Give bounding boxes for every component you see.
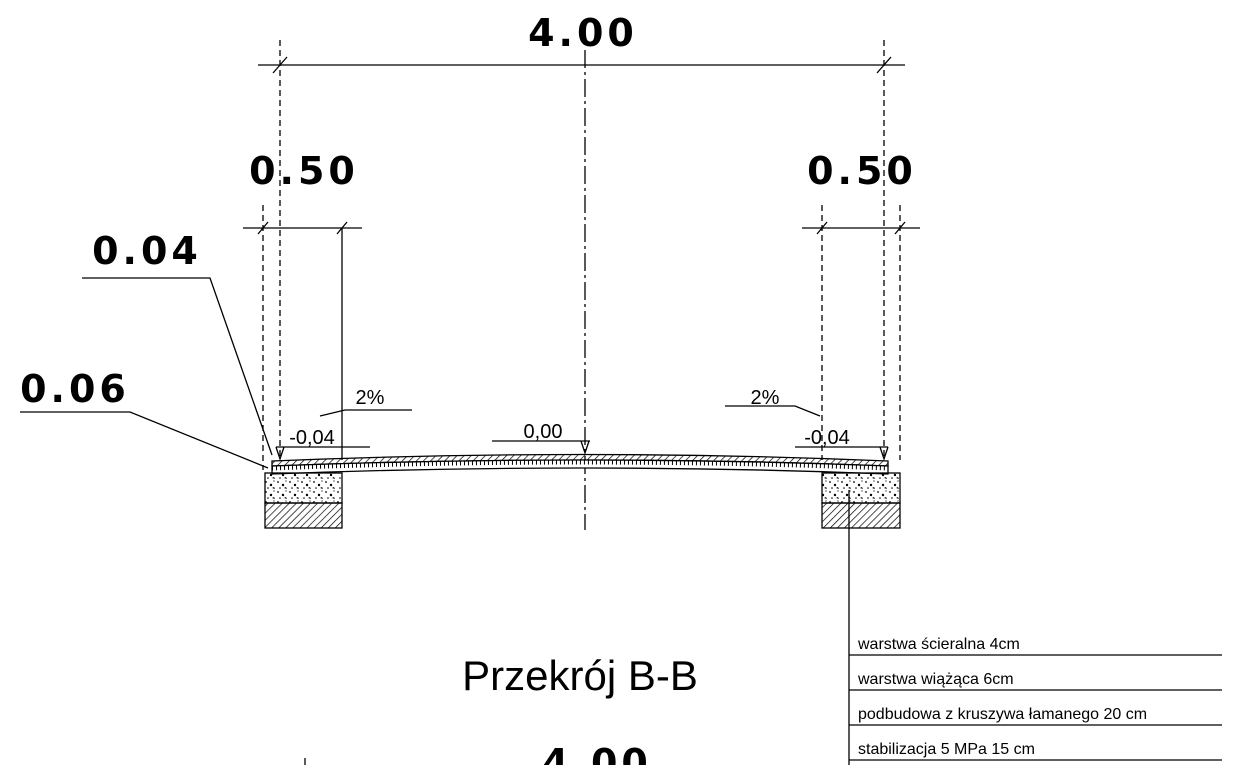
elevation-label: -0,04 xyxy=(804,427,850,449)
layer-label: stabilizacja 5 MPa 15 cm xyxy=(858,741,1035,758)
slope-label: 2% xyxy=(751,387,780,409)
drawing-polyline xyxy=(82,277,273,456)
drawing-path xyxy=(580,440,590,456)
layer-label: podbudowa z kruszywa łamanego 20 cm xyxy=(858,706,1147,723)
dimension-lines xyxy=(20,56,920,469)
drawing-rect xyxy=(264,472,343,504)
section-title: Przekrój B-B xyxy=(462,652,698,699)
dimension-total: 4.00 xyxy=(528,11,638,55)
drawing-line xyxy=(816,221,828,235)
guide-lines xyxy=(262,40,901,530)
dimension-layer: 0.04 xyxy=(92,229,202,273)
layer-label: warstwa wiążąca 6cm xyxy=(857,671,1014,688)
elevation-label: -0,04 xyxy=(289,427,335,449)
drawing-rect xyxy=(264,502,343,529)
drawing-path xyxy=(275,446,285,462)
drawing-path xyxy=(879,446,889,462)
drawing-polyline xyxy=(725,405,821,417)
elevation-label: 0,00 xyxy=(524,421,563,443)
drawing-line xyxy=(257,221,269,235)
layer-legend-lines xyxy=(848,490,1222,765)
drawing-polyline xyxy=(20,411,269,469)
slope-markers xyxy=(319,405,821,417)
dimension-layer: 0.06 xyxy=(20,367,130,411)
drawing-line xyxy=(336,221,348,235)
drawing-line xyxy=(876,56,892,74)
layer-label: warstwa ścieralna 4cm xyxy=(857,636,1020,653)
drawing-polyline xyxy=(319,409,412,417)
drawing-rect xyxy=(821,472,901,504)
drawing-line xyxy=(894,221,906,235)
drawing-rect xyxy=(821,502,901,529)
dimension-total: 4.00 xyxy=(542,741,652,765)
dimension-right: 0.50 xyxy=(807,149,917,193)
drawing-line xyxy=(272,56,288,74)
road-structure xyxy=(264,453,901,529)
slope-label: 2% xyxy=(356,387,385,409)
elevation-markers xyxy=(275,440,889,462)
dimension-left: 0.50 xyxy=(249,149,359,193)
